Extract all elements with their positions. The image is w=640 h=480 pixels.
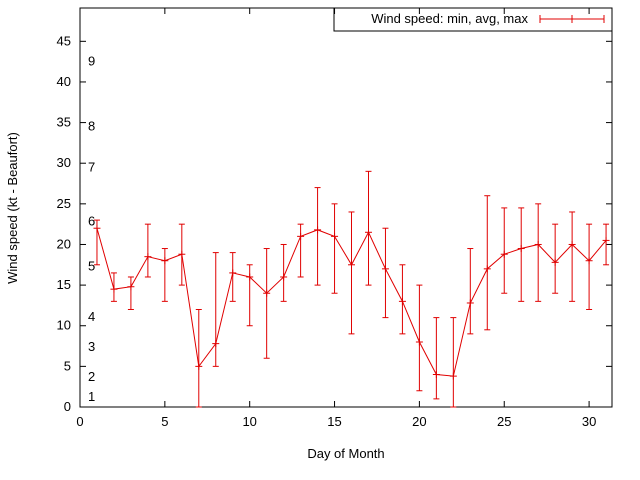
beaufort-label: 7 [88,159,95,174]
x-tick-label: 5 [161,414,168,429]
beaufort-label: 4 [88,309,95,324]
y-tick-label: 10 [57,318,71,333]
legend-box [333,7,613,32]
beaufort-label: 1 [88,389,95,404]
y-axis-title: Wind speed (kt - Beaufort) [5,132,20,284]
y-tick-label: 0 [64,399,71,414]
beaufort-label: 2 [88,369,95,384]
y-tick-label: 35 [57,115,71,130]
y-tick-label: 40 [57,74,71,89]
beaufort-label: 6 [88,214,95,229]
y-tick-label: 45 [57,33,71,48]
y-tick-label: 5 [64,358,71,373]
x-tick-label: 0 [76,414,83,429]
legend-label: Wind speed: min, avg, max [371,11,528,26]
beaufort-label: 8 [88,119,95,134]
beaufort-label: 3 [88,339,95,354]
y-tick-label: 15 [57,277,71,292]
x-tick-label: 15 [327,414,341,429]
error-bar-series [93,170,610,408]
x-axis-title: Day of Month [307,446,384,461]
y-tick-label: 25 [57,196,71,211]
beaufort-label: 9 [88,54,95,69]
x-tick-label: 20 [412,414,426,429]
x-tick-label: 30 [582,414,596,429]
plot-border [79,7,613,408]
y-tick-label: 20 [57,236,71,251]
beaufort-label: 5 [88,258,95,273]
legend [333,7,613,32]
x-tick-label: 10 [242,414,256,429]
y-tick-label: 30 [57,155,71,170]
x-tick-label: 25 [497,414,511,429]
beaufort-scale-labels: 1 2 3 4 5 6 7 8 9 [88,54,95,405]
